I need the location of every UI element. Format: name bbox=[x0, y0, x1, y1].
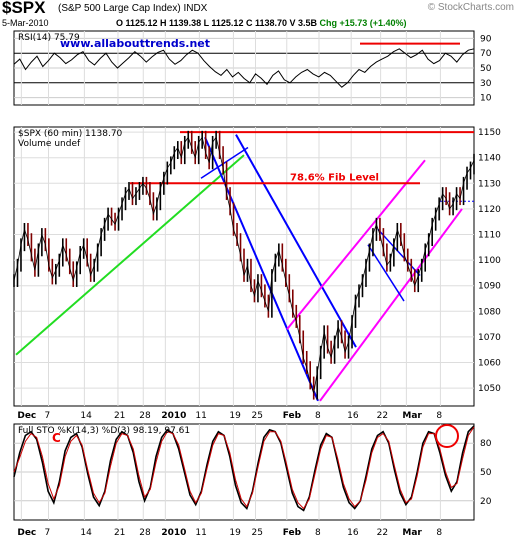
flag-lower bbox=[367, 244, 405, 302]
rsi-label: RSI(14) 75.79 bbox=[18, 33, 80, 43]
sto-x-tick-label: 14 bbox=[80, 528, 92, 538]
volume-label: Volume undef bbox=[18, 139, 81, 149]
sto-x-tick-label: 25 bbox=[252, 528, 263, 538]
price-tick-label: 1080 bbox=[478, 307, 501, 317]
stockcharts-logo: © StockCharts.com bbox=[427, 2, 514, 13]
sto-label: Full STO %K(14,3) %D(3) 98.19, 97.61 bbox=[18, 426, 190, 436]
uptrend-line bbox=[15, 154, 245, 356]
price-x-tick-label: 21 bbox=[114, 411, 125, 421]
price-tick-label: 1090 bbox=[478, 282, 501, 292]
sto-x-tick-label: 28 bbox=[139, 528, 151, 538]
price-x-tick-label: Feb bbox=[283, 411, 302, 421]
up-channel-upper bbox=[286, 159, 426, 330]
price-x-tick-label: 16 bbox=[347, 411, 359, 421]
price-tick-label: 1060 bbox=[478, 358, 501, 368]
sto-tick-label: 20 bbox=[480, 497, 492, 507]
price-x-tick-label: 28 bbox=[139, 411, 151, 421]
price-tick-label: 1120 bbox=[478, 205, 501, 215]
change-value: Chg +15.73 (+1.40%) bbox=[319, 18, 407, 28]
price-x-tick-label: 7 bbox=[45, 411, 51, 421]
sto-annotation: C bbox=[52, 431, 61, 445]
price-line bbox=[13, 136, 475, 394]
sto-x-tick-label: Mar bbox=[402, 528, 422, 538]
sto-x-tick-label: 11 bbox=[195, 528, 206, 538]
down-channel-top bbox=[200, 146, 249, 179]
price-tick-label: 1130 bbox=[478, 179, 501, 189]
fib-label: 78.6% Fib Level bbox=[290, 172, 379, 183]
ohlc-values: O 1125.12 H 1139.38 L 1125.12 C 1138.70 … bbox=[116, 18, 317, 28]
price-x-tick-label: 11 bbox=[195, 411, 206, 421]
sto-x-tick-label: 16 bbox=[347, 528, 359, 538]
sto-x-tick-label: 2010 bbox=[161, 528, 186, 538]
price-tick-label: 1070 bbox=[478, 333, 501, 343]
sto-d-line bbox=[13, 426, 475, 510]
up-channel-lower bbox=[319, 208, 463, 402]
sto-x-tick-label: 8 bbox=[315, 528, 321, 538]
copyright: © StockCharts.com bbox=[428, 2, 514, 13]
price-label: $SPX (60 min) 1138.70 bbox=[18, 129, 123, 139]
down-channel-upper bbox=[235, 134, 357, 348]
price-x-tick-label: 8 bbox=[436, 411, 442, 421]
sto-x-tick-label: 7 bbox=[45, 528, 51, 538]
price-tick-label: 1140 bbox=[478, 154, 501, 164]
price-tick-label: 1050 bbox=[478, 384, 501, 394]
sto-x-tick-label: 22 bbox=[377, 528, 388, 538]
sto-tick-label: 80 bbox=[480, 439, 492, 449]
rsi-tick-label: 90 bbox=[480, 34, 492, 44]
price-x-tick-label: 2010 bbox=[161, 411, 186, 421]
flag-upper bbox=[377, 228, 421, 276]
ohlc-readout: O 1125.12 H 1139.38 L 1125.12 C 1138.70 … bbox=[116, 18, 407, 28]
chart-date: 5-Mar-2010 bbox=[2, 18, 49, 28]
overbought-circle bbox=[435, 424, 459, 448]
price-tick-label: 1150 bbox=[478, 128, 501, 138]
sto-x-tick-label: Dec bbox=[17, 528, 36, 538]
sto-x-tick-label: 21 bbox=[114, 528, 125, 538]
price-x-tick-label: Dec bbox=[17, 411, 36, 421]
price-x-tick-label: 14 bbox=[80, 411, 92, 421]
sto-tick-label: 50 bbox=[480, 468, 492, 478]
rsi-line bbox=[13, 48, 475, 88]
price-tick-label: 1110 bbox=[478, 231, 501, 241]
price-x-tick-label: Mar bbox=[402, 411, 422, 421]
price-x-tick-label: 22 bbox=[377, 411, 388, 421]
rsi-tick-label: 70 bbox=[480, 49, 492, 59]
sto-x-tick-label: Feb bbox=[283, 528, 302, 538]
down-channel-lower bbox=[204, 136, 319, 402]
sto-x-tick-label: 19 bbox=[229, 528, 241, 538]
price-x-tick-label: 8 bbox=[315, 411, 321, 421]
rsi-tick-label: 10 bbox=[480, 94, 492, 104]
sto-k-line bbox=[13, 425, 475, 512]
price-tick-label: 1100 bbox=[478, 256, 501, 266]
price-x-tick-label: 19 bbox=[229, 411, 241, 421]
index-name: (S&P 500 Large Cap Index) INDX bbox=[58, 3, 208, 14]
sto-x-tick-label: 8 bbox=[436, 528, 442, 538]
price-x-tick-label: 25 bbox=[252, 411, 263, 421]
symbol-title: $SPX bbox=[2, 0, 46, 17]
rsi-tick-label: 50 bbox=[480, 64, 492, 74]
rsi-tick-label: 30 bbox=[480, 79, 492, 89]
watermark-url: www.allabouttrends.net bbox=[60, 37, 210, 50]
